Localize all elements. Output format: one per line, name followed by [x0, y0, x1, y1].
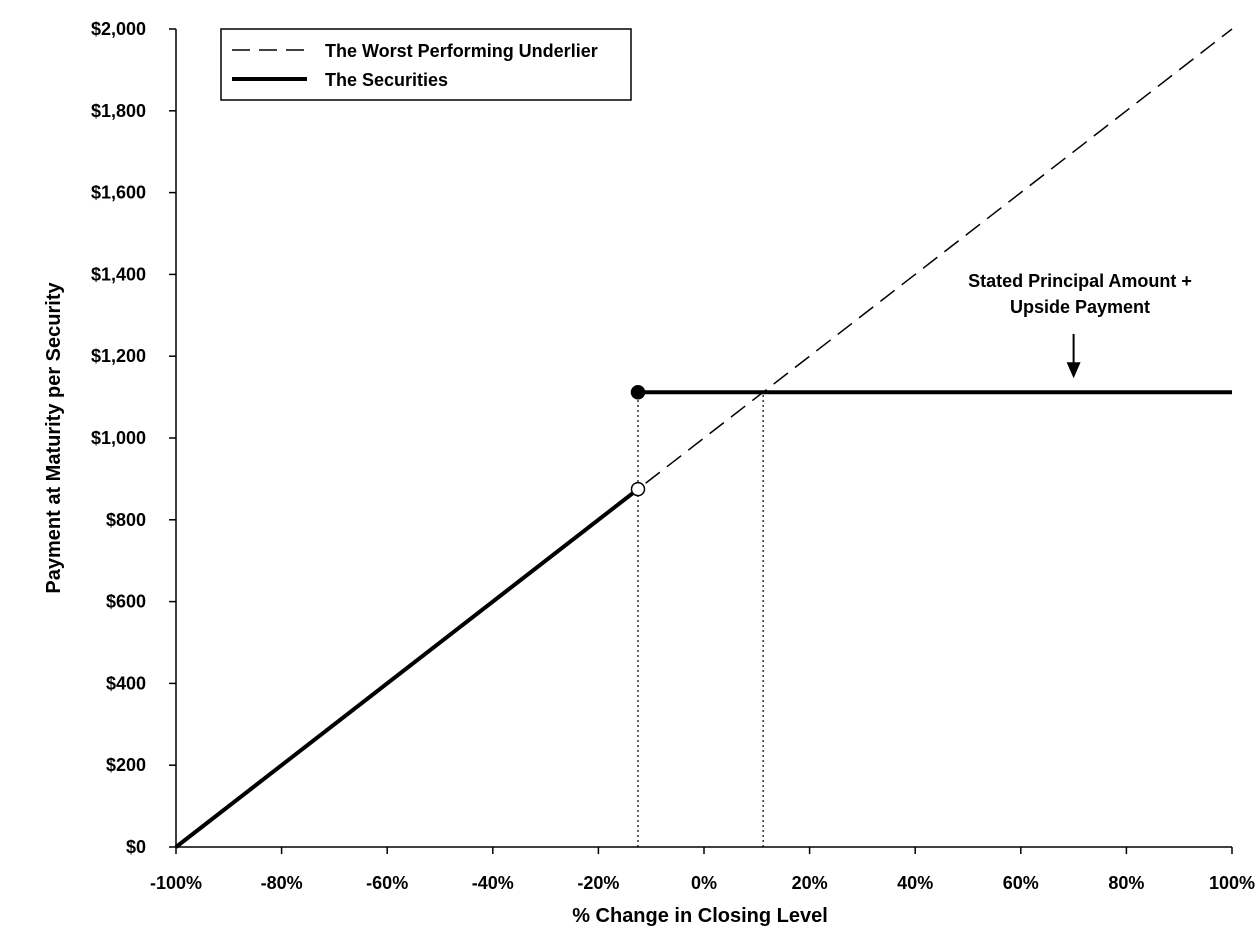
- y-tick-label: $0: [126, 837, 146, 857]
- legend-box: [220, 28, 632, 101]
- y-axis-title: Payment at Maturity per Security: [43, 282, 65, 594]
- y-ticks: $0 $200 $400 $600 $800 $1,000 $1,200 $1,400 $1,6…: [91, 19, 176, 857]
- x-tick-label: -100%: [150, 873, 202, 893]
- y-tick-label: $800: [106, 510, 146, 530]
- y-tick-label: $400: [106, 673, 146, 693]
- y-tick-label: $1,600: [91, 183, 146, 203]
- annotation-arrow-head: [1066, 362, 1081, 379]
- x-tick-label: -80%: [261, 873, 303, 893]
- open-marker: [630, 481, 646, 497]
- x-tick-label: 20%: [792, 873, 828, 893]
- y-tick-label: $1,800: [91, 101, 146, 121]
- x-axis-title: % Change in Closing Level: [572, 905, 828, 927]
- x-tick-label: -40%: [472, 873, 514, 893]
- y-tick-label: $600: [106, 592, 146, 612]
- annotation-line-2: Upside Payment: [1010, 297, 1150, 317]
- legend: The Worst Performing Underlier The Secur…: [220, 28, 632, 101]
- y-tick-label: $1,200: [91, 346, 146, 366]
- x-tick-label: 0%: [691, 873, 717, 893]
- y-tick-label: $2,000: [91, 19, 146, 39]
- y-tick-label: $1,400: [91, 264, 146, 284]
- legend-label-securities: The Securities: [325, 70, 448, 90]
- x-tick-label: -20%: [577, 873, 619, 893]
- markers: [630, 384, 646, 497]
- filled-marker: [630, 384, 646, 400]
- legend-label-underlier: The Worst Performing Underlier: [325, 41, 598, 61]
- series-line-securities-segment-1: [174, 487, 640, 849]
- x-tick-label: 40%: [897, 873, 933, 893]
- annotation: Stated Principal Amount + Upside Payment: [968, 271, 1192, 379]
- x-ticks: -100% -80% -60% -40% -20% 0% 20% 40% 60% 80% 100%: [150, 847, 1255, 893]
- annotation-line-1: Stated Principal Amount +: [968, 271, 1192, 291]
- x-tick-label: -60%: [366, 873, 408, 893]
- x-tick-label: 100%: [1209, 873, 1255, 893]
- y-tick-label: $1,000: [91, 428, 146, 448]
- x-tick-label: 80%: [1108, 873, 1144, 893]
- y-tick-label: $200: [106, 755, 146, 775]
- x-tick-label: 60%: [1003, 873, 1039, 893]
- series-layer: [174, 28, 1233, 849]
- reference-lines: [637, 392, 764, 847]
